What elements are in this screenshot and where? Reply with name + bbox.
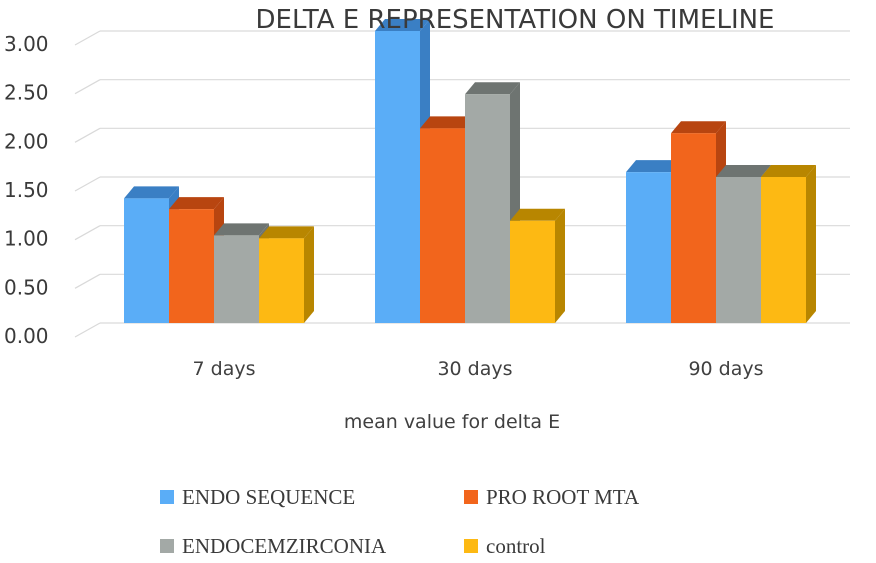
- legend-item: ENDOCEMZIRCONIA: [160, 534, 387, 558]
- x-tick-label: 30 days: [437, 358, 512, 380]
- chart-title: DELTA E REPRESENTATION ON TIMELINE: [256, 5, 775, 35]
- legend-item: ENDO SEQUENCE: [160, 485, 355, 509]
- x-axis-category-labels: 7 days 30 days 90 days: [193, 358, 764, 380]
- bar: [761, 165, 816, 323]
- y-tick-label: 0.00: [4, 324, 49, 348]
- gridline: [74, 30, 850, 46]
- legend-item: PRO ROOT MTA: [464, 485, 640, 509]
- x-tick-label: 7 days: [193, 358, 256, 380]
- y-tick-label: 2.00: [4, 129, 49, 153]
- bar: [259, 226, 314, 323]
- legend-label: ENDO SEQUENCE: [182, 485, 355, 509]
- x-axis-title: mean value for delta E: [344, 411, 560, 433]
- legend-swatch: [464, 490, 478, 504]
- legend-label: PRO ROOT MTA: [486, 485, 640, 509]
- legend: ENDO SEQUENCE PRO ROOT MTA ENDOCEMZIRCONIA…: [160, 485, 640, 558]
- bar: [510, 208, 565, 323]
- y-axis-tick-labels: 0.00 0.50 1.00 1.50 2.00 2.50 3.00: [4, 32, 49, 348]
- legend-label: control: [486, 534, 546, 558]
- y-tick-label: 1.50: [4, 178, 49, 202]
- x-tick-label: 90 days: [688, 358, 763, 380]
- legend-swatch: [160, 490, 174, 504]
- y-tick-label: 0.50: [4, 275, 49, 299]
- legend-item: control: [464, 534, 546, 558]
- gridline: [74, 322, 850, 338]
- bar: [465, 82, 520, 324]
- legend-swatch: [464, 539, 478, 553]
- legend-label: ENDOCEMZIRCONIA: [182, 534, 387, 558]
- y-tick-label: 3.00: [4, 32, 49, 56]
- bar: [214, 223, 269, 323]
- y-tick-label: 1.00: [4, 227, 49, 251]
- y-tick-label: 2.50: [4, 81, 49, 105]
- legend-swatch: [160, 539, 174, 553]
- gridline: [74, 79, 850, 95]
- bar-series-group: [124, 19, 816, 324]
